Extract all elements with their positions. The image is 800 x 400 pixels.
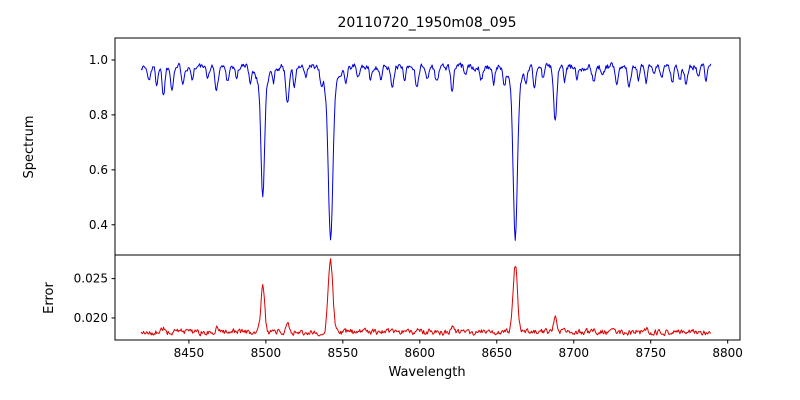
spectrum-line bbox=[140, 62, 712, 241]
y-tick-label: 0.025 bbox=[74, 272, 108, 286]
x-tick-label: 8700 bbox=[558, 346, 589, 360]
chart-title: 20110720_1950m08_095 bbox=[337, 15, 516, 31]
error-y-axis-label: Error bbox=[42, 282, 57, 314]
x-tick-label: 8800 bbox=[712, 346, 743, 360]
y-tick-label: 0.8 bbox=[89, 108, 108, 122]
y-tick-label: 0.020 bbox=[74, 311, 108, 325]
x-tick-label: 8600 bbox=[405, 346, 436, 360]
y-tick-label: 1.0 bbox=[89, 53, 108, 67]
x-tick-label: 8500 bbox=[251, 346, 282, 360]
x-axis-label: Wavelength bbox=[388, 365, 465, 380]
plot-dynamic-content: 8450 8500 8550 8600 8650 8700 8750 8800 0.4 0.6 0.… bbox=[74, 53, 743, 360]
x-tick-label: 8750 bbox=[635, 346, 666, 360]
x-tick-label: 8450 bbox=[174, 346, 205, 360]
error-line bbox=[140, 258, 712, 337]
spectrum-panel-frame bbox=[114, 37, 741, 256]
error-panel-frame bbox=[114, 254, 741, 341]
y-tick-label: 0.4 bbox=[89, 218, 108, 232]
y-tick-label: 0.6 bbox=[89, 163, 108, 177]
x-tick-label: 8550 bbox=[328, 346, 359, 360]
x-tick-label: 8650 bbox=[481, 346, 512, 360]
spectrum-y-axis-label: Spectrum bbox=[22, 116, 37, 179]
